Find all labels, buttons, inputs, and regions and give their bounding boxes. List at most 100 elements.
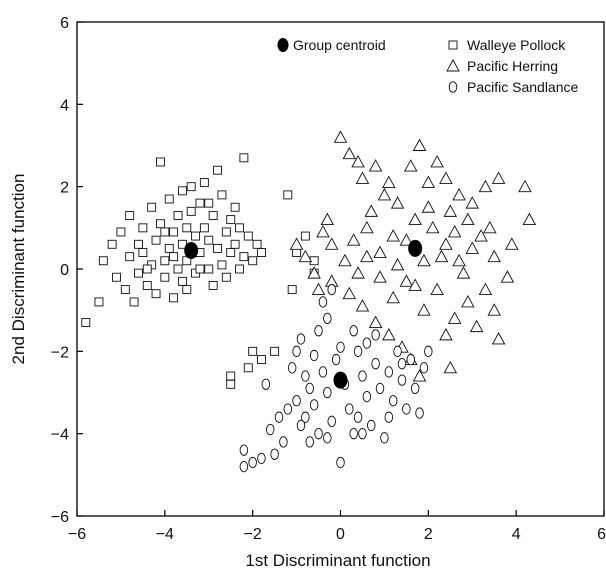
data-point [371,329,380,341]
x-tick-label: −4 [156,526,174,543]
data-point [239,460,249,473]
data-point [208,211,218,220]
data-point [287,285,297,295]
data-point [345,403,354,415]
x-tick-label: −2 [244,526,262,543]
data-point [314,428,323,440]
data-point [221,227,231,237]
data-point [164,243,174,253]
data-point [217,190,227,200]
data-point [221,272,231,282]
data-point [404,159,418,172]
data-point [386,229,400,242]
data-point [270,448,279,460]
series-square [81,153,319,389]
data-point [138,248,148,257]
data-point [199,223,209,233]
data-point [380,432,389,444]
data-point [430,155,444,168]
y-tick-label: 2 [60,180,69,197]
x-tick-label: 4 [512,526,521,543]
x-tick-label: −6 [68,526,86,543]
data-point [399,233,414,246]
x-tick-label: 0 [336,526,345,543]
data-point [447,225,462,238]
data-point [360,220,374,234]
data-point [351,155,365,168]
data-point [346,233,361,246]
data-point [402,403,411,415]
data-point [147,202,157,212]
data-point [155,219,165,229]
data-point [296,333,306,345]
data-point [353,411,363,423]
legend-marker [446,59,460,72]
series-circle [239,283,433,473]
data-point [226,371,236,381]
data-point [397,358,407,370]
data-point [274,411,284,423]
data-point [107,239,117,249]
data-point [309,399,319,411]
data-point [134,239,143,249]
centroids [184,239,423,389]
data-point [452,253,466,267]
data-point [301,411,310,423]
data-point [279,436,288,448]
data-point [235,264,244,274]
data-point [226,379,236,389]
data-point [199,178,209,188]
data-point [182,223,192,233]
data-point [81,318,91,327]
data-point [195,264,205,274]
legend-marker [448,81,458,93]
data-point [239,153,249,163]
data-point [94,297,104,307]
legend-marker [448,40,458,50]
data-point [399,274,414,287]
data-point [213,165,222,175]
data-point [469,319,484,333]
data-point [226,215,236,225]
data-point [324,237,339,250]
group-centroid [184,241,199,259]
data-point [169,293,179,303]
data-point [430,282,444,296]
data-point [452,187,466,201]
data-point [362,337,372,349]
data-point [419,362,429,374]
data-point [518,179,532,193]
data-point [358,428,367,440]
data-point [424,345,433,357]
data-point [129,297,139,307]
data-point [309,349,319,362]
data-point [160,272,170,282]
data-point [397,374,407,386]
data-point [408,278,422,291]
data-point [186,182,196,192]
data-point [177,186,187,196]
data-point [248,456,257,469]
data-point [364,204,378,217]
data-point [292,345,301,357]
data-point [412,369,427,382]
data-point [371,358,380,370]
legend-label: Pacific Sandlance [467,79,579,95]
data-point [314,325,323,337]
data-point [208,281,218,290]
data-point [478,282,493,296]
data-point [388,395,398,407]
data-point [465,196,480,209]
data-point [248,256,258,266]
data-point [323,432,332,444]
data-point [173,264,183,274]
data-point [338,253,352,267]
data-point [257,452,266,465]
data-point [487,303,501,316]
data-point [160,227,170,237]
data-point [415,407,424,419]
data-point [327,415,336,427]
data-point [257,355,266,365]
data-points [81,130,537,473]
data-point [270,346,280,356]
